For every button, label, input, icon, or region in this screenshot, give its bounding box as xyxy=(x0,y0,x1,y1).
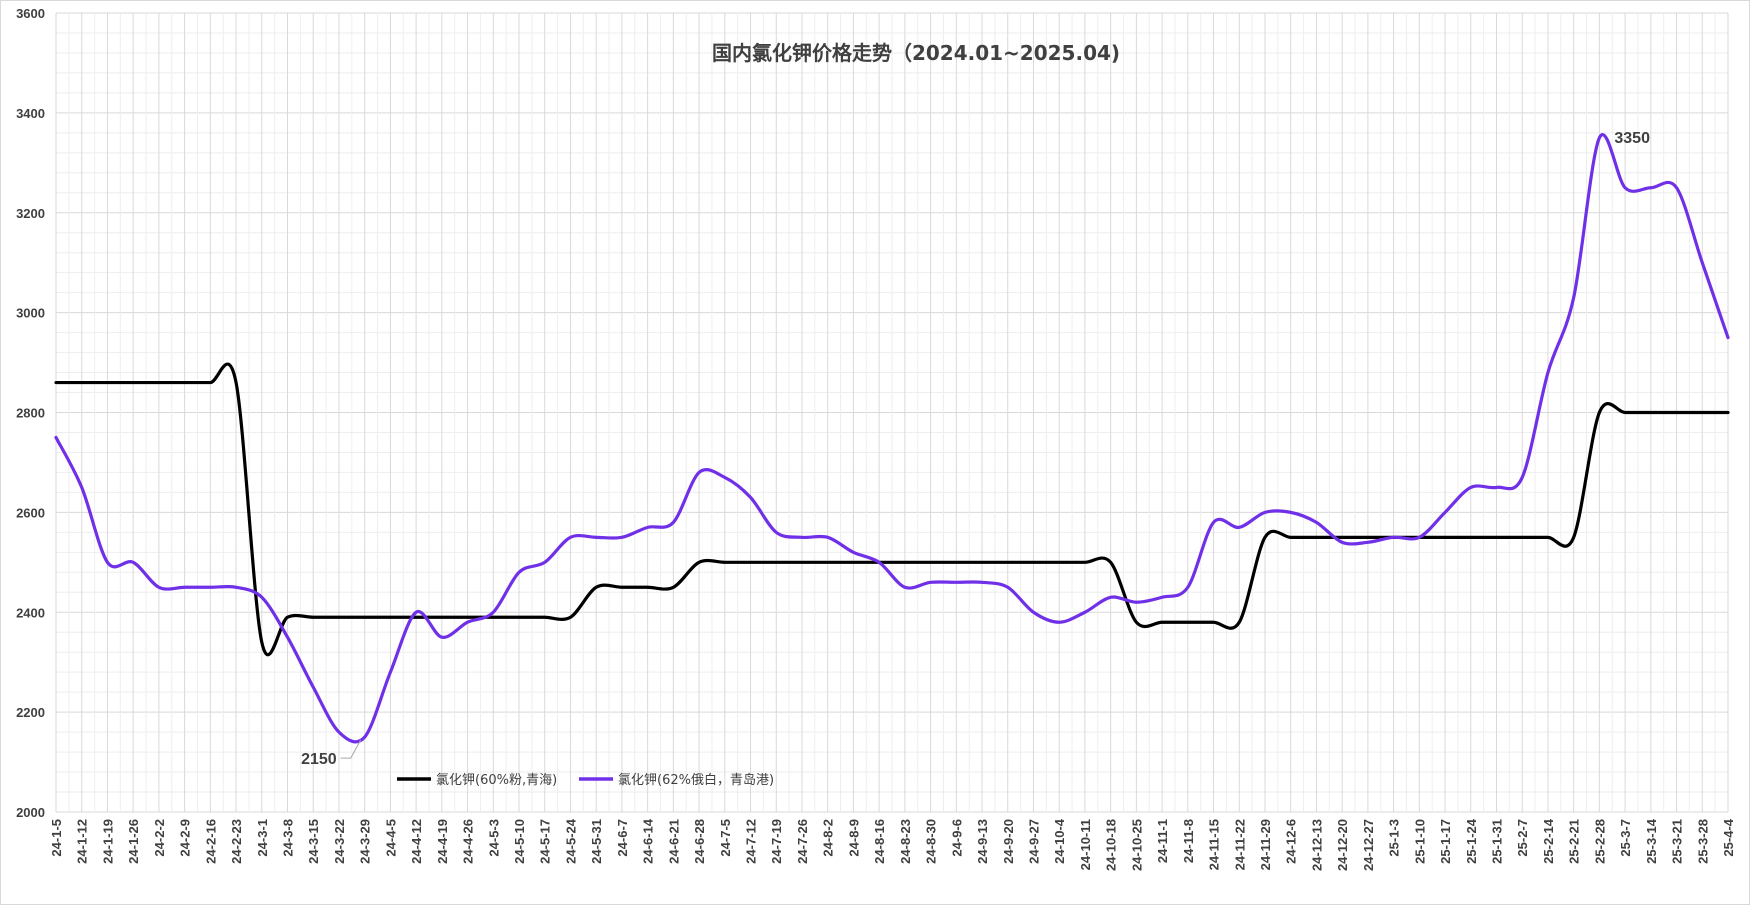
x-tick-label: 25-2-21 xyxy=(1567,819,1582,864)
x-tick-label: 24-11-1 xyxy=(1155,819,1170,863)
x-tick-label: 24-6-7 xyxy=(615,819,630,857)
x-tick-label: 24-11-29 xyxy=(1258,819,1273,870)
x-tick-label: 25-1-31 xyxy=(1489,819,1504,864)
x-tick-label: 24-7-5 xyxy=(718,819,733,857)
x-tick-label: 24-5-24 xyxy=(563,818,578,864)
x-tick-label: 24-5-3 xyxy=(486,819,501,857)
annotation-label: 2150 xyxy=(301,751,337,768)
x-tick-label: 24-4-26 xyxy=(461,819,476,864)
annotation-leader-line xyxy=(340,739,362,759)
x-tick-label: 24-9-13 xyxy=(975,819,990,864)
x-tick-label: 24-1-26 xyxy=(126,819,141,864)
x-tick-label: 24-5-31 xyxy=(589,819,604,864)
x-tick-label: 25-3-14 xyxy=(1644,818,1659,864)
annotation-label: 3350 xyxy=(1614,130,1650,147)
x-tick-label: 24-3-22 xyxy=(332,819,347,864)
x-tick-label: 24-4-5 xyxy=(383,819,398,857)
x-tick-label: 24-2-9 xyxy=(178,819,193,857)
x-tick-label: 25-2-28 xyxy=(1592,819,1607,864)
x-tick-label: 25-3-28 xyxy=(1695,819,1710,864)
x-tick-label: 24-10-11 xyxy=(1078,819,1093,870)
x-tick-label: 24-12-6 xyxy=(1284,819,1299,864)
x-tick-label: 24-7-19 xyxy=(769,819,784,864)
grid xyxy=(55,12,1729,813)
x-tick-label: 24-8-2 xyxy=(821,819,836,857)
x-tick-label: 24-8-23 xyxy=(898,819,913,864)
x-tick-label: 24-6-28 xyxy=(692,819,707,864)
x-tick-label: 24-7-12 xyxy=(744,819,759,864)
x-tick-label: 24-6-14 xyxy=(641,818,656,864)
y-tick-label: 2200 xyxy=(16,705,45,720)
x-tick-label: 24-11-8 xyxy=(1181,819,1196,863)
x-tick-label: 24-8-16 xyxy=(872,819,887,864)
x-tick-label: 24-10-18 xyxy=(1104,819,1119,871)
x-tick-label: 25-3-21 xyxy=(1670,819,1685,864)
x-tick-label: 24-2-2 xyxy=(152,819,167,857)
y-tick-label: 3000 xyxy=(16,306,45,321)
x-tick-label: 24-3-8 xyxy=(281,819,296,857)
x-tick-label: 24-10-4 xyxy=(1052,818,1067,864)
x-tick-label: 24-11-15 xyxy=(1207,819,1222,870)
x-tick-label: 24-1-5 xyxy=(49,819,64,857)
x-tick-label: 24-1-12 xyxy=(75,819,90,864)
x-tick-label: 24-3-1 xyxy=(255,819,270,857)
x-tick-label: 25-2-14 xyxy=(1541,818,1556,864)
chart-title: 国内氯化钾价格走势（2024.01~2025.04) xyxy=(712,41,1120,65)
legend-label-series-1: 氯化钾(60%粉,青海) xyxy=(436,773,557,788)
y-tick-label: 2000 xyxy=(16,805,45,820)
x-tick-label: 24-1-19 xyxy=(100,819,115,864)
x-tick-label: 24-10-25 xyxy=(1129,819,1144,871)
y-tick-label: 3600 xyxy=(16,6,45,21)
legend-label-series-2: 氯化钾(62%俄白，青岛港) xyxy=(618,772,774,788)
x-tick-label: 24-12-27 xyxy=(1361,819,1376,871)
x-tick-label: 24-12-20 xyxy=(1335,819,1350,871)
x-tick-label: 24-7-26 xyxy=(795,819,810,864)
x-tick-label: 25-4-4 xyxy=(1721,818,1736,856)
x-tick-label: 24-8-9 xyxy=(846,819,861,857)
y-tick-label: 2600 xyxy=(16,505,45,520)
y-tick-label: 3400 xyxy=(16,106,45,121)
series-line-2 xyxy=(54,133,1730,744)
x-tick-label: 24-9-20 xyxy=(1001,819,1016,864)
x-tick-label: 25-2-7 xyxy=(1515,819,1530,857)
annotations: 2150 3350 xyxy=(301,130,1650,768)
x-tick-label: 24-8-30 xyxy=(924,819,939,864)
y-tick-label: 3200 xyxy=(16,206,45,221)
x-tick-label: 25-1-10 xyxy=(1412,819,1427,864)
x-tick-label: 24-4-19 xyxy=(435,819,450,864)
x-axis-ticks: 24-1-5 24-1-12 24-1-19 24-1-26 24-2-2 24-2-9 2… xyxy=(49,818,1736,871)
x-tick-label: 24-2-16 xyxy=(203,819,218,864)
x-tick-label: 25-3-7 xyxy=(1618,819,1633,857)
x-tick-label: 25-1-3 xyxy=(1387,819,1402,857)
legend: 氯化钾(60%粉,青海) 氯化钾(62%俄白，青岛港) xyxy=(397,772,774,788)
x-tick-label: 24-3-15 xyxy=(306,819,321,864)
series-lines xyxy=(54,133,1730,744)
y-tick-label: 2400 xyxy=(16,605,45,620)
y-axis-ticks: 2000 2200 2400 2600 2800 3000 3200 3400 3600 xyxy=(16,6,45,820)
x-tick-label: 24-11-22 xyxy=(1232,819,1247,870)
x-tick-label: 24-4-12 xyxy=(409,819,424,864)
x-tick-label: 24-6-21 xyxy=(666,819,681,864)
x-tick-label: 24-3-29 xyxy=(358,819,373,864)
x-tick-label: 24-5-17 xyxy=(538,819,553,864)
x-tick-label: 24-9-27 xyxy=(1026,819,1041,864)
y-tick-label: 2800 xyxy=(16,406,45,421)
x-tick-label: 25-1-24 xyxy=(1464,818,1479,864)
x-tick-label: 24-2-23 xyxy=(229,819,244,864)
x-tick-label: 24-5-10 xyxy=(512,819,527,864)
x-tick-label: 25-1-17 xyxy=(1438,819,1453,864)
x-tick-label: 24-12-13 xyxy=(1309,819,1324,871)
x-tick-label: 24-9-6 xyxy=(949,819,964,857)
